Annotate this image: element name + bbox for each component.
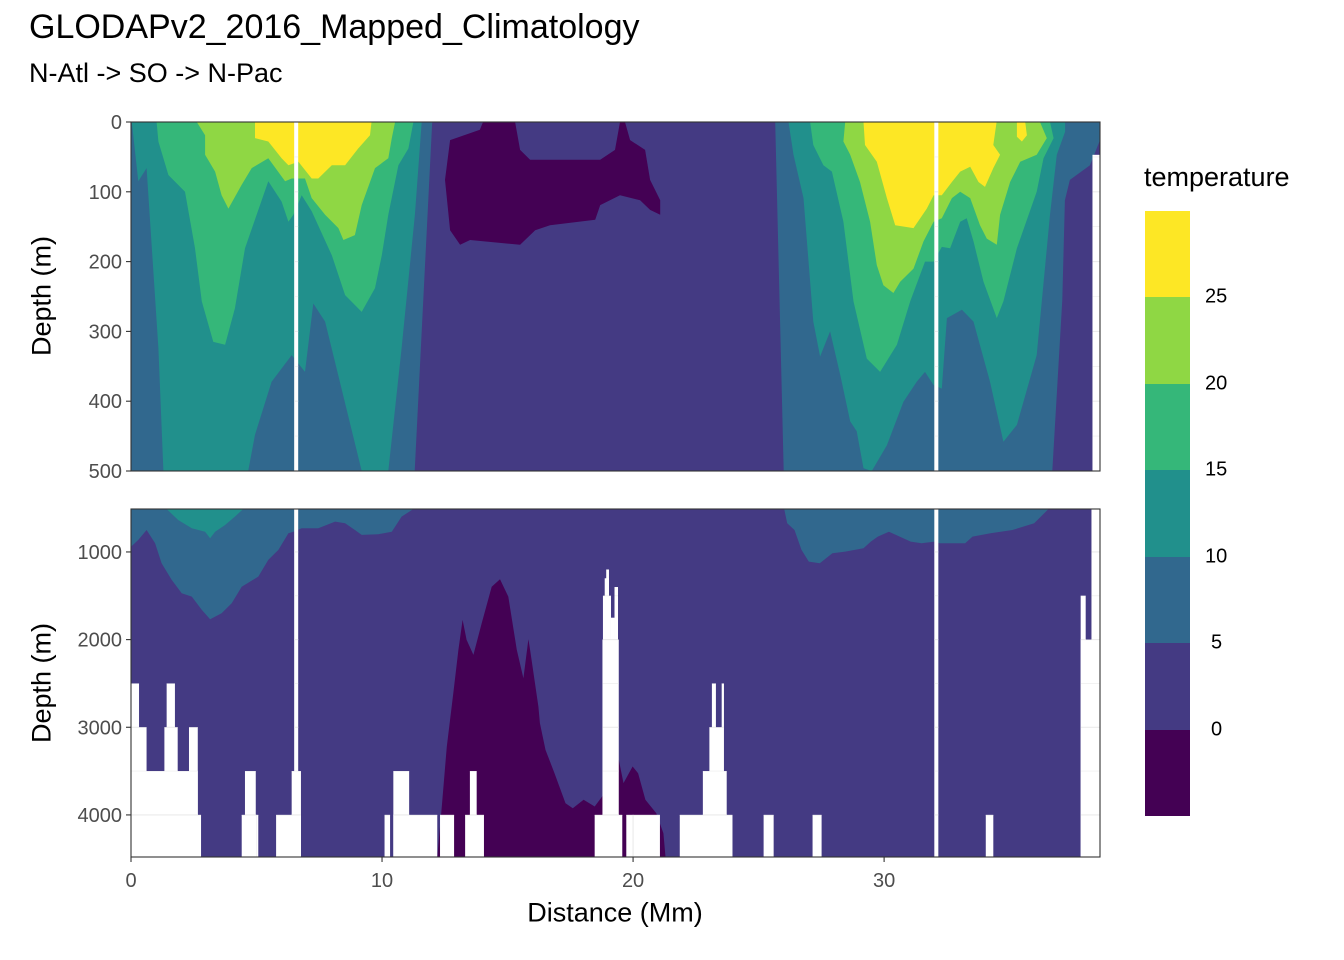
legend-title: temperature: [1144, 162, 1290, 192]
panel-border: [130, 508, 1101, 858]
y-tick-label: 1000: [78, 542, 123, 564]
missing-data-area: [602, 639, 619, 857]
missing-data-area: [294, 509, 299, 857]
contour-band: [445, 122, 661, 245]
legend-swatch: [1145, 383, 1190, 471]
legend-swatch: [1145, 556, 1190, 644]
missing-data-area: [469, 771, 477, 857]
legend-label: 15: [1205, 458, 1228, 481]
contour-band: [1016, 122, 1027, 142]
legend-swatch: [1145, 729, 1190, 816]
contour-band: [131, 509, 414, 620]
missing-data-area: [711, 683, 716, 857]
y-axis-title-top: Depth (m): [26, 235, 57, 357]
contour-band: [863, 122, 1001, 229]
y-tick-label: 100: [89, 182, 122, 204]
missing-data-area: [393, 814, 438, 857]
panel-2: [131, 509, 1100, 857]
y-tick-label: 0: [111, 112, 122, 134]
missing-data-area: [594, 814, 623, 857]
missing-data-area: [763, 814, 774, 857]
legend-label: 10: [1205, 545, 1228, 568]
x-axis-title: Distance (Mm): [527, 897, 703, 928]
missing-data-area: [440, 814, 455, 857]
missing-data-area: [812, 814, 822, 857]
missing-data-area: [626, 814, 660, 857]
missing-data-area: [131, 814, 202, 857]
chart-subtitle: N-Atl -> SO -> N-Pac: [29, 58, 283, 88]
x-tick-label: 30: [873, 870, 895, 892]
y-tick-label: 400: [89, 391, 122, 413]
legend-label: 25: [1205, 285, 1228, 308]
missing-data-area: [934, 509, 939, 857]
x-tick-label: 0: [125, 870, 136, 892]
missing-data-area: [244, 771, 256, 857]
panel-border: [130, 121, 1101, 472]
missing-data-area: [1080, 639, 1100, 857]
missing-data-area: [721, 683, 724, 857]
legend-swatch: [1145, 211, 1190, 298]
legend-label: 0: [1211, 718, 1223, 741]
contour-band: [784, 509, 1049, 564]
contour-band: [255, 122, 372, 179]
missing-data-area: [384, 814, 391, 857]
missing-data-area: [709, 727, 724, 857]
missing-data-area: [1092, 154, 1100, 471]
x-tick-label: 10: [371, 870, 393, 892]
y-tick-label: 3000: [78, 717, 123, 739]
y-tick-label: 500: [89, 461, 122, 483]
missing-data-area: [985, 814, 994, 857]
y-tick-label: 4000: [78, 805, 123, 827]
y-tick-label: 300: [89, 321, 122, 343]
y-axis-title-bottom: Depth (m): [26, 622, 57, 744]
panel-1: [131, 122, 1100, 471]
legend-label: 20: [1205, 372, 1228, 395]
x-tick-label: 20: [622, 870, 644, 892]
y-tick-label: 2000: [78, 630, 123, 652]
legend-swatch: [1145, 297, 1190, 384]
contour-band: [166, 509, 244, 539]
chart-title: GLODAPv2_2016_Mapped_Climatology: [29, 8, 640, 46]
missing-data-area: [465, 814, 484, 857]
legend-colorbar: [1145, 211, 1190, 816]
legend-swatch: [1145, 643, 1190, 730]
missing-data-area: [241, 814, 259, 857]
y-tick-label: 200: [89, 252, 122, 274]
legend-label: 5: [1211, 631, 1223, 654]
legend-swatch: [1145, 470, 1190, 557]
